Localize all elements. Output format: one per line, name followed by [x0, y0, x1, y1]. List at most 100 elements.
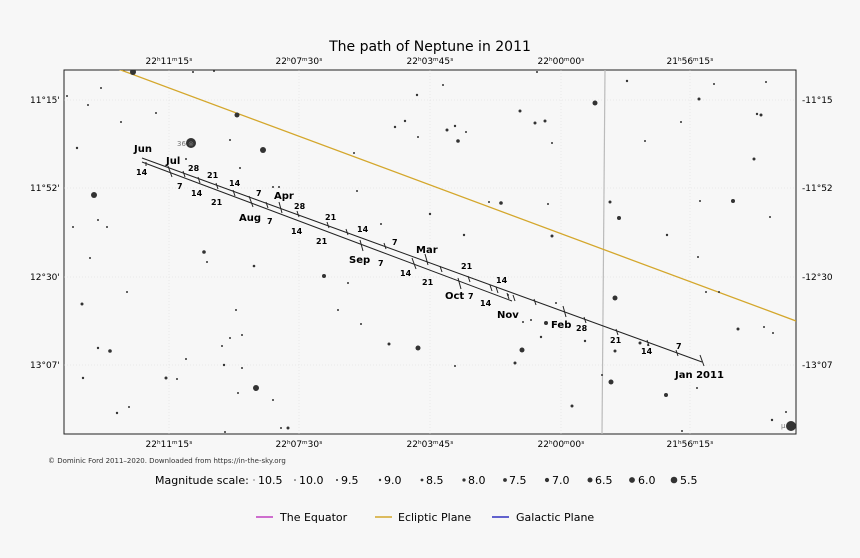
- path-ticks: [167, 165, 705, 367]
- magnitude-dot: [587, 477, 593, 483]
- ra-tick-top: 22ʰ11ᵐ15ˢ: [146, 57, 193, 67]
- month-label: Aug: [239, 213, 261, 224]
- dec-tick-left: 12°30': [30, 273, 60, 283]
- ra-tick-top: 21ʰ56ᵐ15ˢ: [667, 57, 714, 67]
- month-label: Mar: [416, 245, 438, 256]
- ra-tick-bottom: 22ʰ03ᵐ45ˢ: [407, 440, 454, 450]
- magnitude-scale-label: Magnitude scale:: [155, 474, 249, 487]
- magnitude-value: 10.5: [258, 474, 283, 487]
- month-label: Jul: [165, 156, 180, 167]
- ecliptic-line: [118, 70, 796, 322]
- magnitude-value: 7.0: [552, 474, 570, 487]
- day-label: 21: [211, 198, 223, 207]
- day-label: 14: [496, 276, 508, 285]
- day-label: 7: [177, 182, 183, 191]
- magnitude-value: 9.0: [384, 474, 402, 487]
- dec-tick-right: -11°15: [802, 96, 833, 106]
- ra-tick-top: 22ʰ03ᵐ45ˢ: [407, 57, 454, 67]
- day-label: 14: [480, 299, 492, 308]
- day-label: 7: [378, 259, 384, 268]
- month-label: Feb: [551, 320, 571, 331]
- day-label: 7: [392, 238, 398, 247]
- equator-legend-label: The Equator: [279, 511, 348, 524]
- day-label: 21: [325, 213, 337, 222]
- day-label: 14: [191, 189, 203, 198]
- month-label: Oct: [445, 291, 464, 302]
- magnitude-dot: [420, 478, 424, 482]
- month-label: Jun: [133, 144, 152, 155]
- magnitude-dot: [378, 478, 382, 482]
- magnitude-dot: [544, 477, 550, 483]
- magnitude-value: 9.5: [341, 474, 359, 487]
- chart-title: The path of Neptune in 2011: [328, 39, 531, 55]
- ra-axis-bottom: 22ʰ11ᵐ15ˢ 22ʰ07ᵐ30ˢ 22ʰ03ᵐ45ˢ 22ʰ00ᵐ00ˢ …: [146, 440, 714, 450]
- dec-axis-right: -11°15 -11°52 -12°30 -13°07: [802, 96, 833, 371]
- dec-tick-left: 13°07': [30, 361, 60, 371]
- star-label: 36 ⊗: [177, 140, 194, 148]
- day-label: 21: [461, 262, 473, 271]
- day-label: 7: [256, 189, 262, 198]
- ra-tick-bottom: 22ʰ00ᵐ00ˢ: [538, 440, 585, 450]
- magnitude-dot: [462, 478, 466, 482]
- day-label: 14: [400, 269, 412, 278]
- day-label: 14: [641, 347, 653, 356]
- neptune-path: [141, 157, 703, 363]
- ra-axis-top: 22ʰ11ᵐ15ˢ 22ʰ07ᵐ30ˢ 22ʰ03ᵐ45ˢ 22ʰ00ᵐ00ˢ …: [146, 57, 714, 67]
- star-field: [66, 70, 796, 433]
- magnitude-dot: [503, 478, 507, 482]
- credit-text: © Dominic Ford 2011–2020. Downloaded fro…: [48, 457, 286, 465]
- magnitude-value: 5.5: [680, 474, 698, 487]
- day-label: 21: [610, 336, 622, 345]
- magnitude-value: 10.0: [299, 474, 324, 487]
- magnitude-dot: [629, 477, 635, 483]
- ra-tick-bottom: 22ʰ11ᵐ15ˢ: [146, 440, 193, 450]
- day-labels: 14 7 28 21 14 21 14 7 28 21 7 14 7 21 14…: [136, 164, 682, 356]
- dec-axis-left: 11°15' 11°52' 12°30' 13°07': [30, 96, 60, 371]
- magnitude-dot: [336, 479, 338, 481]
- magnitude-value: 8.5: [426, 474, 444, 487]
- galactic-legend-label: Galactic Plane: [516, 511, 594, 524]
- day-label: 21: [207, 171, 219, 180]
- day-label: 21: [316, 237, 328, 246]
- month-labels: Jun Jul Apr Aug Mar Sep Oct Nov Feb Jan …: [133, 144, 724, 381]
- dec-tick-right: -11°52: [802, 184, 833, 194]
- month-label: Nov: [497, 310, 519, 321]
- magnitude-value: 7.5: [509, 474, 527, 487]
- day-label: 28: [294, 202, 306, 211]
- day-label: 14: [357, 225, 369, 234]
- day-label: 14: [229, 179, 241, 188]
- ecliptic-legend-label: Ecliptic Plane: [398, 511, 471, 524]
- month-label: Apr: [274, 191, 294, 202]
- dec-tick-right: -12°30: [802, 273, 833, 283]
- magnitude-dot: [253, 479, 255, 481]
- magnitude-dot: [294, 479, 296, 481]
- day-label: 7: [267, 217, 273, 226]
- corner-star-label: μ: [781, 422, 786, 430]
- month-label: Jan 2011: [674, 370, 724, 381]
- day-label: 7: [468, 292, 474, 301]
- dec-tick-left: 11°15': [30, 96, 60, 106]
- dec-tick-left: 11°52': [30, 184, 60, 194]
- magnitude-dot: [670, 476, 678, 484]
- plane-legend: The Equator Ecliptic Plane Galactic Plan…: [256, 511, 594, 524]
- galactic-line: [601, 70, 606, 434]
- day-label: 21: [422, 278, 434, 287]
- dec-tick-right: -13°07: [802, 361, 833, 371]
- ra-tick-bottom: 22ʰ07ᵐ30ˢ: [276, 440, 323, 450]
- magnitude-value: 6.5: [595, 474, 613, 487]
- day-label: 14: [136, 168, 148, 177]
- day-label: 14: [291, 227, 303, 236]
- ra-tick-top: 22ʰ07ᵐ30ˢ: [276, 57, 323, 67]
- day-label: 28: [576, 324, 588, 333]
- day-label: 28: [188, 164, 200, 173]
- grid: [64, 70, 796, 434]
- day-label: 7: [676, 342, 682, 351]
- ra-tick-bottom: 21ʰ56ᵐ15ˢ: [667, 440, 714, 450]
- magnitude-value: 8.0: [468, 474, 486, 487]
- ra-tick-top: 22ʰ00ᵐ00ˢ: [538, 57, 585, 67]
- month-label: Sep: [349, 255, 370, 266]
- magnitude-scale: Magnitude scale: 10.5 10.0 9.5 9.0 8.5 8…: [155, 474, 698, 487]
- magnitude-value: 6.0: [638, 474, 656, 487]
